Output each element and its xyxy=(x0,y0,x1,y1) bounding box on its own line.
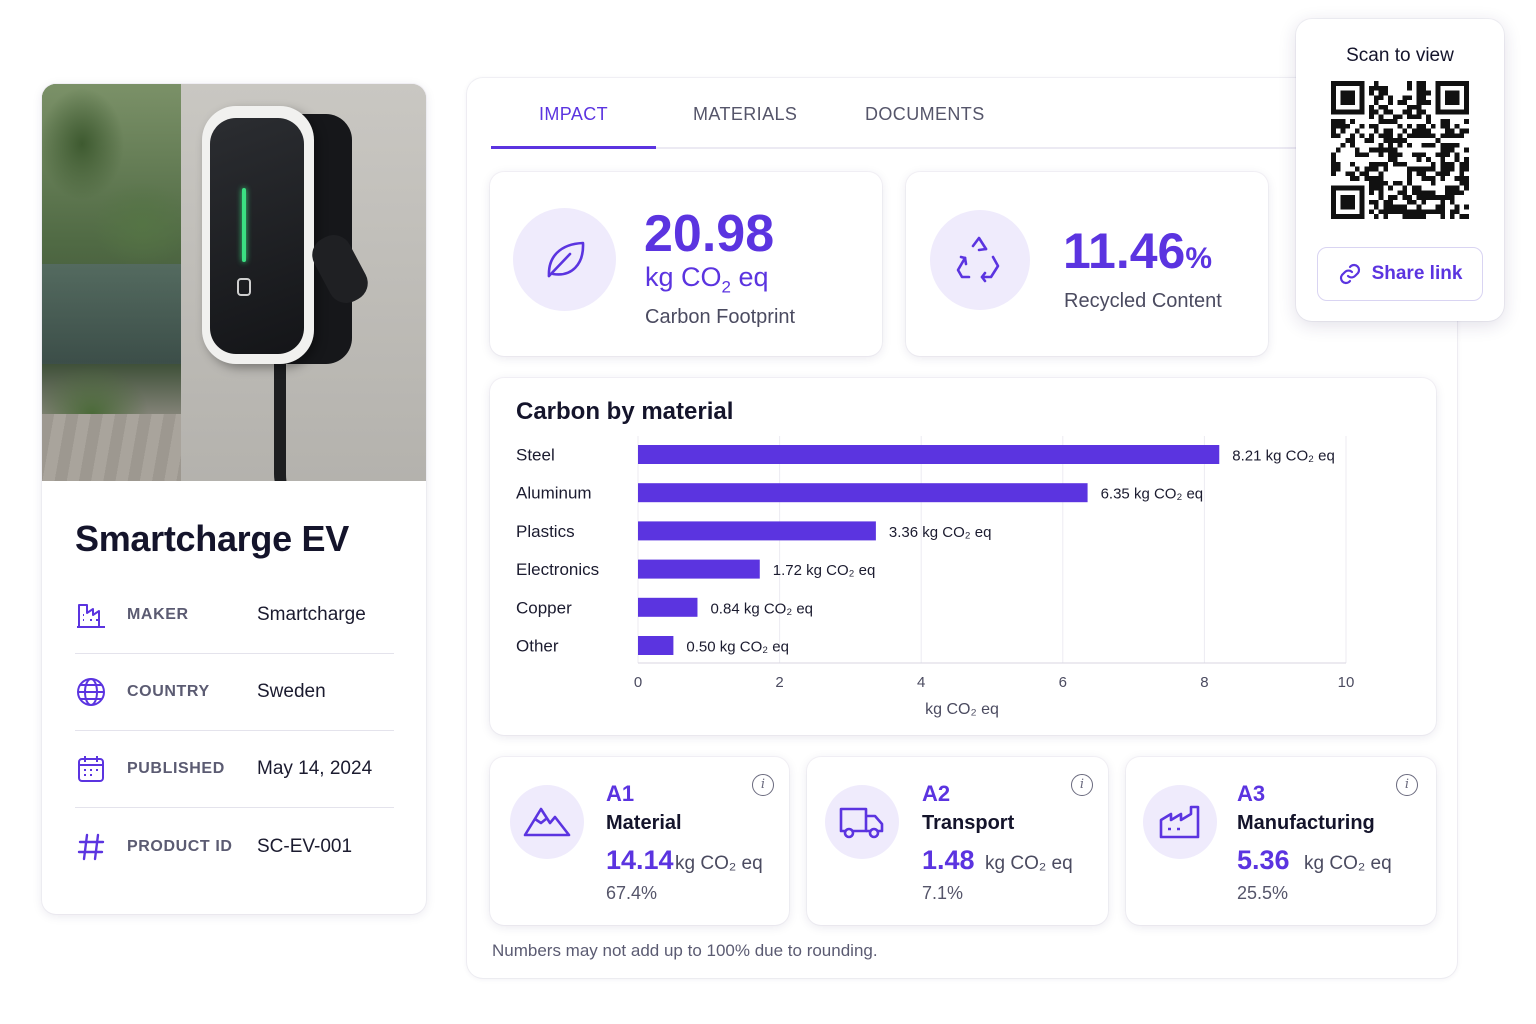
stage-percent: 25.5% xyxy=(1237,883,1289,903)
tick-label: 4 xyxy=(917,674,925,691)
data-label: 1.72 kg CO₂ eq xyxy=(773,562,876,579)
qr-code[interactable] xyxy=(1331,81,1469,219)
tick-label: 6 xyxy=(1059,674,1067,691)
spec-row-maker: MAKER Smartcharge xyxy=(75,577,394,654)
data-label: 0.50 kg CO₂ eq xyxy=(686,639,789,656)
bar xyxy=(638,636,674,655)
data-label: 3.36 kg CO₂ eq xyxy=(889,524,992,541)
spec-label: COUNTRY xyxy=(127,683,210,700)
globe-icon xyxy=(75,674,111,710)
tab-active-indicator xyxy=(491,146,656,149)
bar xyxy=(638,559,760,579)
spec-value: Sweden xyxy=(257,681,326,702)
stage-percent: 67.4% xyxy=(606,883,658,903)
spec-row-country: COUNTRY Sweden xyxy=(75,654,394,731)
spec-label: MAKER xyxy=(127,606,189,623)
qr-title: Scan to view xyxy=(1346,45,1454,66)
stage-unit: kg CO₂ eq xyxy=(1304,853,1392,874)
factory-icon xyxy=(1143,785,1217,859)
bar xyxy=(638,521,876,541)
data-label: 8.21 kg CO₂ eq xyxy=(1232,448,1335,465)
spec-value: Smartcharge xyxy=(257,604,366,625)
footnote: Numbers may not add up to 100% due to ro… xyxy=(492,941,878,960)
stage-percent: 7.1% xyxy=(922,883,964,903)
tab-bar: IMPACT MATERIALS DOCUMENTS xyxy=(491,78,1301,149)
stage-value: 5.36 xyxy=(1237,845,1290,875)
category-label: Electronics xyxy=(516,560,599,579)
info-icon[interactable]: i xyxy=(1396,774,1418,796)
spec-row-published: PUBLISHED May 14, 2024 xyxy=(75,731,394,808)
data-label: 0.84 kg CO₂ eq xyxy=(710,600,813,617)
chart-title: Carbon by material xyxy=(516,398,734,425)
stage-card-a1: A1 Material 14.14 kg CO₂ eq 67.4% i xyxy=(490,757,789,925)
category-label: Aluminum xyxy=(516,484,592,503)
truck-icon xyxy=(825,785,899,859)
hash-icon xyxy=(75,829,111,865)
tick-label: 10 xyxy=(1338,674,1355,691)
spec-value: SC-EV-001 xyxy=(257,835,353,857)
chart-plot: Steel 8.21 kg CO₂ eq Aluminum 6.35 kg CO₂ e… xyxy=(516,436,1355,718)
stage-value: 14.14 xyxy=(606,845,674,875)
tab-materials[interactable]: MATERIALS xyxy=(693,104,798,124)
mountain-icon xyxy=(510,785,584,859)
recycled-content-card: 11.46% Recycled Content xyxy=(906,172,1268,356)
calendar-icon xyxy=(75,751,111,787)
stage-name: Manufacturing xyxy=(1237,812,1375,834)
stage-code: A2 xyxy=(922,781,951,806)
stage-unit: kg CO₂ eq xyxy=(985,853,1073,874)
link-icon xyxy=(1339,263,1360,285)
factory-icon xyxy=(75,597,111,633)
bar xyxy=(638,597,698,617)
spec-value: May 14, 2024 xyxy=(257,758,373,779)
recycle-icon xyxy=(930,210,1030,310)
stage-card-a3: A3 Manufacturing 5.36 kg CO₂ eq 25.5% i xyxy=(1126,757,1436,925)
product-card: Smartcharge EV MAKER Smartcharge COUNTRY… xyxy=(42,84,426,914)
data-label: 6.35 kg CO₂ eq xyxy=(1101,486,1204,503)
info-icon[interactable]: i xyxy=(1071,774,1093,796)
x-axis-label: kg CO₂ eq xyxy=(925,701,999,718)
carbon-by-material-chart: Carbon by material Steel 8.21 kg CO₂ eq Al… xyxy=(490,378,1436,735)
share-link-label: Share link xyxy=(1371,263,1463,284)
carbon-footprint-unit: kg CO2 eq xyxy=(645,262,769,297)
qr-card: Scan to view Share link xyxy=(1296,19,1504,321)
share-link-button[interactable]: Share link xyxy=(1317,247,1483,301)
tab-impact[interactable]: IMPACT xyxy=(539,104,609,124)
bar xyxy=(638,483,1088,503)
tick-label: 2 xyxy=(775,674,783,691)
category-label: Copper xyxy=(516,598,572,617)
carbon-footprint-card: 20.98 kg CO2 eq Carbon Footprint xyxy=(490,172,882,356)
stage-code: A1 xyxy=(606,781,635,806)
tab-documents[interactable]: DOCUMENTS xyxy=(865,104,985,124)
bar xyxy=(638,445,1220,464)
recycled-content-label: Recycled Content xyxy=(1064,290,1222,312)
info-icon[interactable]: i xyxy=(752,774,774,796)
spec-label: PUBLISHED xyxy=(127,760,225,777)
category-label: Other xyxy=(516,637,559,656)
carbon-footprint-label: Carbon Footprint xyxy=(645,306,796,328)
leaf-icon xyxy=(513,208,616,311)
spec-label: PRODUCT ID xyxy=(127,837,233,855)
product-name: Smartcharge EV xyxy=(75,518,349,559)
stage-name: Material xyxy=(606,812,682,834)
stage-card-a2: A2 Transport 1.48 kg CO₂ eq 7.1% i xyxy=(807,757,1108,925)
product-photo xyxy=(42,84,426,481)
tick-label: 8 xyxy=(1200,674,1208,691)
recycled-content-value: 11.46% xyxy=(1063,223,1213,279)
carbon-footprint-value: 20.98 xyxy=(644,205,775,263)
tick-label: 0 xyxy=(634,674,642,691)
stage-code: A3 xyxy=(1237,781,1266,806)
spec-row-product-id: PRODUCT ID SC-EV-001 xyxy=(75,808,394,885)
stage-value: 1.48 xyxy=(922,845,975,875)
category-label: Plastics xyxy=(516,522,575,541)
stage-name: Transport xyxy=(922,812,1015,834)
category-label: Steel xyxy=(516,446,555,465)
stage-unit: kg CO₂ eq xyxy=(675,853,763,874)
